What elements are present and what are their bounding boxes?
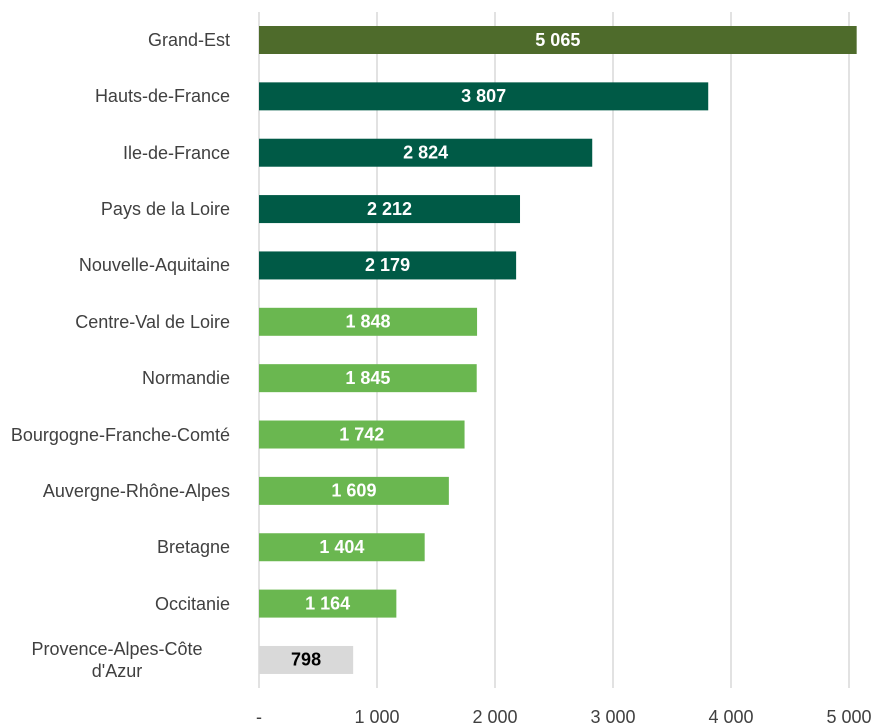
category-label: Centre-Val de Loire bbox=[75, 311, 230, 332]
x-tick-label: 5 000 bbox=[826, 707, 871, 727]
bar bbox=[259, 476, 449, 505]
x-tick-label: 2 000 bbox=[472, 707, 517, 727]
value-label: 798 bbox=[291, 650, 321, 670]
x-tick-label: - bbox=[256, 707, 262, 727]
category-label: Provence-Alpes-Côte d'Azur bbox=[31, 638, 203, 681]
x-tick-label: 3 000 bbox=[590, 707, 635, 727]
value-label: 1 609 bbox=[331, 481, 376, 501]
category-label: Bourgogne-Franche-Comté bbox=[10, 424, 230, 445]
category-label: Grand-Est bbox=[147, 30, 230, 50]
bar bbox=[259, 420, 465, 449]
value-label: 1 404 bbox=[319, 537, 364, 557]
bar bbox=[259, 195, 521, 224]
value-label: 1 845 bbox=[345, 368, 390, 388]
bar bbox=[259, 533, 425, 562]
value-label: 2 179 bbox=[365, 255, 410, 275]
x-tick-label: 1 000 bbox=[354, 707, 399, 727]
bar bbox=[259, 26, 857, 54]
value-label: 1 742 bbox=[339, 424, 384, 444]
bar bbox=[259, 307, 478, 336]
value-label: 5 065 bbox=[535, 30, 580, 50]
category-label: Ile-de-France bbox=[122, 142, 230, 163]
category-label: Normandie bbox=[141, 368, 230, 389]
x-tick-label: 4 000 bbox=[708, 707, 753, 727]
value-label: 3 807 bbox=[461, 86, 506, 106]
value-label: 2 824 bbox=[403, 142, 448, 162]
category-label: Occitanie bbox=[154, 593, 230, 614]
bar bbox=[259, 645, 354, 674]
category-label: Pays de la Loire bbox=[100, 199, 230, 220]
bar bbox=[259, 364, 477, 393]
bar bbox=[259, 589, 397, 618]
bar bbox=[259, 251, 517, 280]
value-label: 2 212 bbox=[367, 199, 412, 219]
category-label: Hauts-de-France bbox=[94, 86, 230, 107]
bar bbox=[259, 138, 593, 167]
category-label: Auvergne-Rhône-Alpes bbox=[42, 480, 230, 501]
value-label: 1 164 bbox=[305, 593, 350, 613]
category-label: Nouvelle-Aquitaine bbox=[78, 255, 230, 276]
bar bbox=[259, 82, 709, 111]
category-label: Bretagne bbox=[156, 537, 230, 558]
value-label: 1 848 bbox=[346, 312, 391, 332]
